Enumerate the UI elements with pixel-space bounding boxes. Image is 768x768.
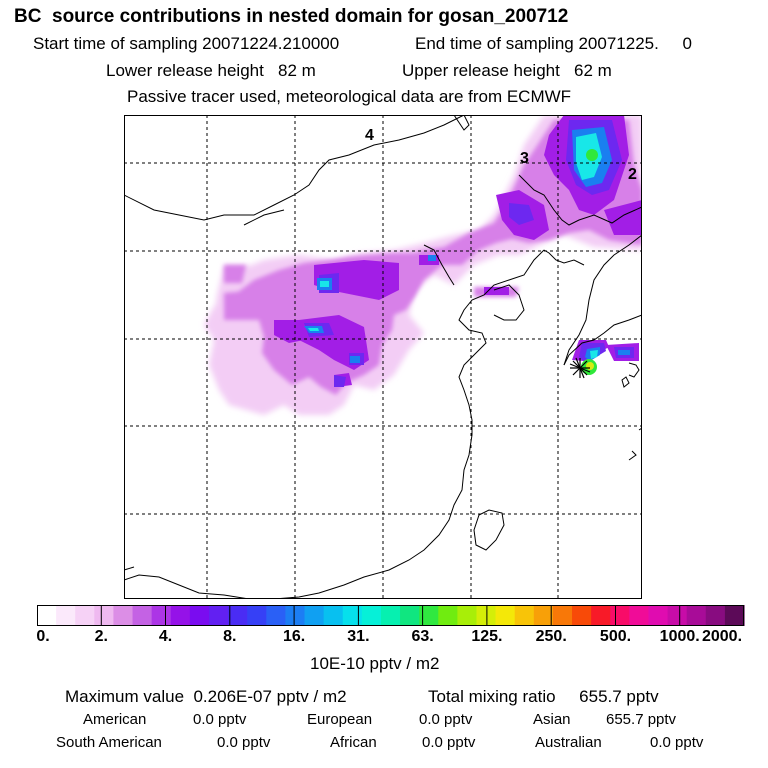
colorbar-cell (514, 605, 535, 626)
australian-label: Australian (535, 734, 602, 751)
colorbar-cell (400, 605, 420, 626)
colorbar-cell (610, 605, 630, 626)
colorbar-cell (438, 605, 458, 626)
colorbar-cell (667, 605, 688, 626)
asian-label: Asian (533, 711, 571, 728)
plot-title: BC source contributions in nested domain… (14, 6, 569, 27)
colorbar-tick-label: 2000. (701, 628, 743, 645)
colorbar-cell (266, 605, 287, 626)
colorbar-tick-label: 4. (158, 628, 173, 645)
total-mixing-ratio: Total mixing ratio 655.7 pptv (428, 687, 659, 706)
colorbar-cell (132, 605, 153, 626)
colorbar-cell (37, 605, 57, 626)
colorbar-frame (37, 605, 744, 626)
hotspot-yellow (586, 362, 594, 370)
colorbar-tick-label: 250. (535, 628, 567, 645)
colorbar-cell (457, 605, 478, 626)
max-value-label: Maximum value 0.206E-07 pptv / m2 (65, 687, 347, 706)
colorbar-cell (686, 605, 707, 626)
colorbar-cell (380, 605, 401, 626)
hotspot-green (586, 149, 598, 161)
colorbar-cell (285, 605, 306, 626)
american-label: American (83, 711, 147, 728)
south-american-value: 0.0 pptv (217, 734, 271, 751)
colorbar (37, 605, 745, 626)
colorbar-cell (648, 605, 669, 626)
american-value: 0.0 pptv (193, 711, 247, 728)
colorbar-cell (533, 605, 554, 626)
african-label: African (330, 734, 377, 751)
colorbar-cell (342, 605, 363, 626)
colorbar-tick-label: 2. (94, 628, 108, 645)
colorbar-tick-label: 31. (347, 628, 370, 645)
colorbar-unit: 10E-10 pptv / m2 (310, 654, 440, 673)
upper-release-label: Upper release height 62 m (402, 61, 612, 80)
colorbar-cell (724, 605, 745, 626)
colorbar-cell (189, 605, 210, 626)
colorbar-cell (208, 605, 229, 626)
lower-release-label: Lower release height 82 m (106, 61, 316, 80)
colorbar-cell (572, 605, 592, 626)
colorbar-cell (552, 605, 573, 626)
south-american-label: South American (56, 734, 162, 751)
colorbar-cell (361, 605, 382, 626)
colorbar-tick-label: 63. (411, 628, 434, 645)
start-time-label: Start time of sampling 20071224.210000 (33, 34, 340, 53)
colorbar-cell (247, 605, 267, 626)
colorbar-tick-label: 125. (471, 628, 503, 645)
end-time-label: End time of sampling 20071225. 0 (415, 34, 692, 53)
colorbar-cell (304, 605, 325, 626)
european-label: European (307, 711, 373, 728)
colorbar-cell (629, 605, 650, 626)
african-value: 0.0 pptv (422, 734, 476, 751)
colorbar-cell (75, 605, 95, 626)
colorbar-tick-label: 0. (36, 628, 50, 645)
colorbar-tick-label: 500. (599, 628, 632, 645)
colorbar-tick-label: 1000. (659, 628, 700, 645)
colorbar-cell (56, 605, 76, 626)
grid-label-4: 4 (365, 127, 374, 144)
grid-label-2: 2 (628, 166, 637, 183)
colorbar-cell (113, 605, 134, 626)
lat-lon-grid (124, 115, 642, 599)
colorbar-cell (705, 605, 726, 626)
colorbar-cell (94, 605, 115, 626)
receptor-star-marker (569, 357, 591, 379)
grid-label-3: 3 (520, 150, 529, 167)
map-panel: 4 3 2 (124, 115, 642, 599)
australian-value: 0.0 pptv (650, 734, 704, 751)
colorbar-cell (476, 605, 497, 626)
colorbar-cell (151, 605, 172, 626)
colorbar-cell (495, 605, 516, 626)
colorbar-cell (323, 605, 344, 626)
colorbar-tick-label: 16. (282, 628, 306, 645)
asian-value: 655.7 pptv (606, 711, 677, 728)
map-frame (124, 115, 642, 599)
european-value: 0.0 pptv (419, 711, 473, 728)
colorbar-cell (419, 605, 439, 626)
colorbar-cell (591, 605, 611, 626)
colorbar-tick-label: 8. (223, 628, 237, 645)
colorbar-cell (228, 605, 248, 626)
tracer-note: Passive tracer used, meteorological data… (127, 87, 572, 106)
colorbar-cell (170, 605, 191, 626)
